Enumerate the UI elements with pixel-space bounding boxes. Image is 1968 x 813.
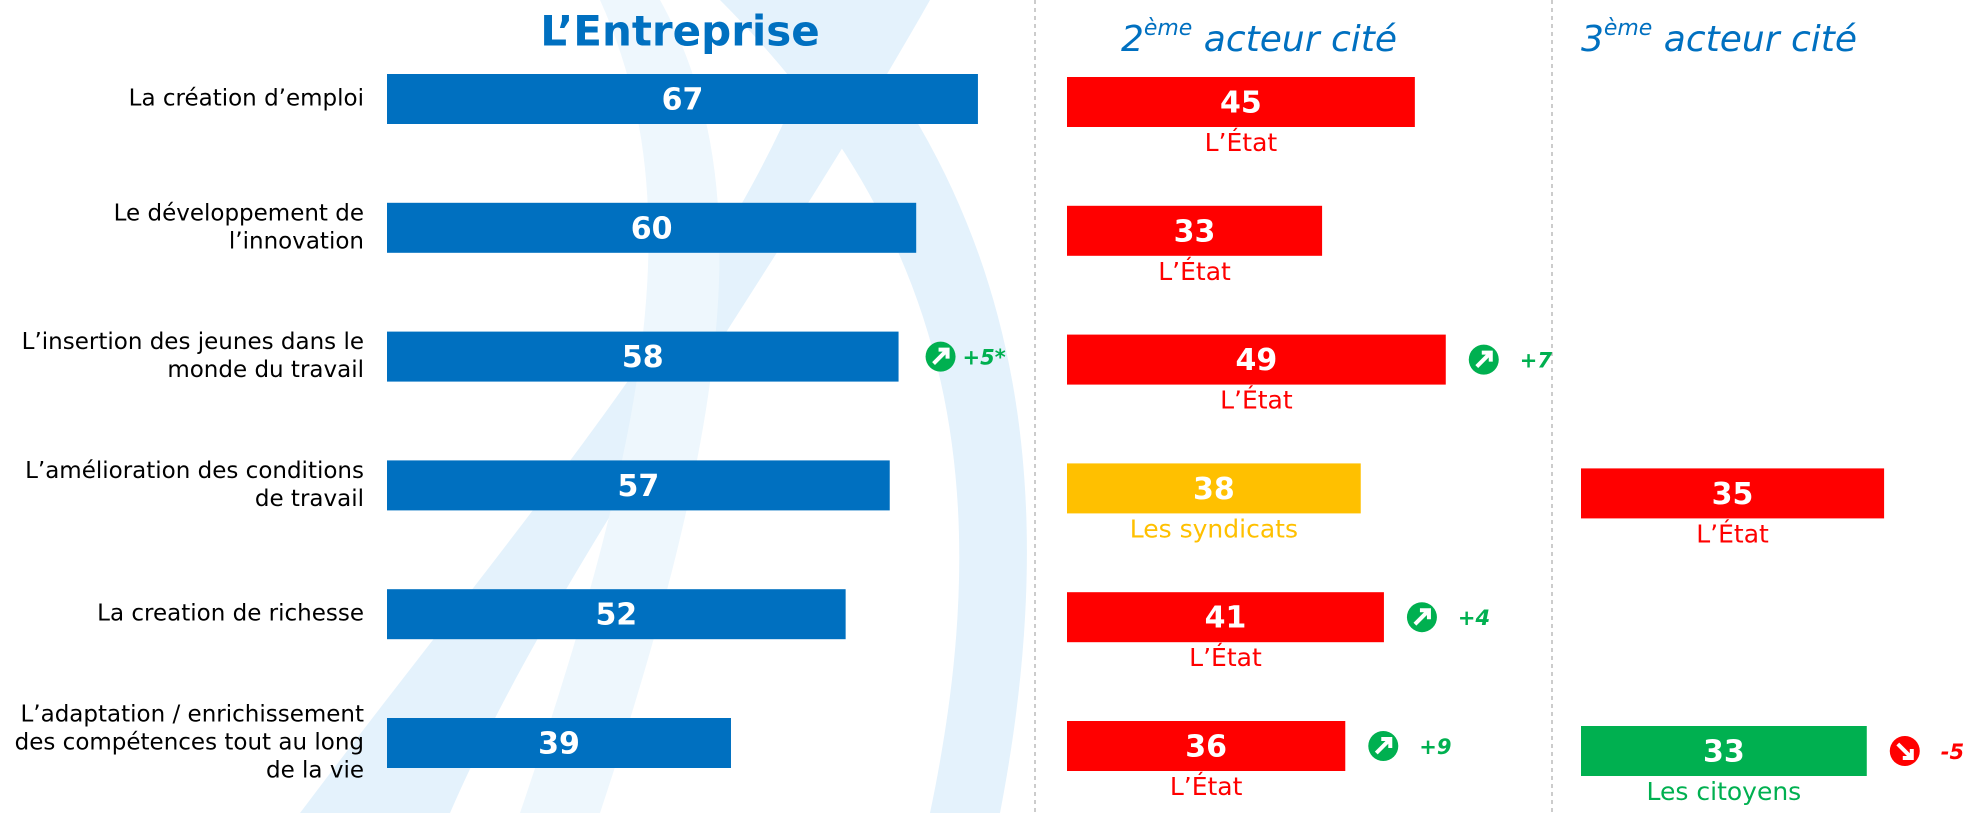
title-number: 3 (1581, 19, 1604, 60)
annotation-box (749, 724, 873, 769)
trend-arrow (1896, 742, 1914, 760)
title-text: acteur cité (1192, 19, 1397, 60)
change-label: +5* (963, 346, 1006, 370)
value-label: 39 (538, 727, 580, 762)
bar (387, 589, 846, 640)
actor-label: Les citoyens (1647, 777, 1802, 806)
value-label: 41 (1205, 601, 1247, 636)
bar (1067, 334, 1446, 385)
annotation-value: 42 (793, 717, 829, 747)
annotation-label: Salariés (763, 747, 858, 775)
change-label: +4 (1458, 606, 1490, 630)
title-number: 2 (1121, 19, 1144, 60)
bar (387, 718, 731, 768)
trend-arrow (932, 347, 950, 366)
actor-label: L’État (1696, 519, 1769, 548)
category-label: L’adaptation / enrichissement (20, 702, 364, 728)
value-label: 38 (1193, 472, 1235, 507)
value-label: 33 (1174, 214, 1216, 249)
bar (1067, 721, 1346, 771)
panel-title: 3ème acteur cité (1581, 16, 1857, 60)
title-suffix: ème (1144, 16, 1193, 41)
value-label: 49 (1236, 343, 1278, 378)
category-label: La creation de richesse (97, 601, 364, 627)
trend-arrow (1413, 608, 1431, 626)
value-label: 67 (662, 83, 704, 118)
actor-label: L’État (1205, 128, 1278, 157)
category-label: de la vie (266, 758, 364, 784)
value-label: 35 (1712, 477, 1754, 512)
change-label: -5 (1941, 740, 1964, 764)
bar (1581, 726, 1867, 776)
actor-label: L’État (1158, 257, 1231, 286)
value-label: 58 (622, 340, 664, 375)
value-label: 36 (1185, 730, 1227, 765)
actor-label: L’État (1220, 386, 1293, 415)
bar (1067, 77, 1415, 127)
bar (1067, 592, 1384, 643)
bar (387, 331, 899, 382)
trend-arrow (1374, 737, 1393, 755)
value-label: 45 (1220, 86, 1262, 121)
panel-title: L’Entreprise (540, 7, 820, 56)
bar (387, 460, 890, 511)
bar (1581, 468, 1885, 519)
category-label: L’amélioration des conditions (25, 458, 364, 484)
title-text: acteur cité (1652, 19, 1857, 60)
value-label: 52 (595, 598, 637, 633)
category-label: des compétences tout au long (15, 730, 364, 756)
category-label: L’insertion des jeunes dans le (22, 329, 364, 355)
bar (387, 202, 917, 253)
category-label: de travail (255, 486, 364, 512)
category-label: Le développement de (114, 200, 364, 226)
change-label: +9 (1419, 735, 1451, 759)
category-label: monde du travail (167, 357, 364, 383)
actor-label: Les syndicats (1130, 514, 1298, 543)
change-label: +7 (1520, 349, 1553, 373)
actor-label: L’État (1189, 643, 1262, 672)
bar (387, 74, 978, 124)
value-label: 33 (1703, 735, 1745, 770)
category-label: l’innovation (229, 228, 364, 254)
actor-label: L’État (1170, 772, 1243, 801)
bar (1067, 463, 1361, 514)
category-label: La création d’emploi (129, 86, 364, 112)
panel-title: 2ème acteur cité (1121, 16, 1397, 60)
title-suffix: ème (1604, 16, 1653, 41)
value-label: 60 (631, 211, 673, 246)
trend-arrow (1475, 350, 1493, 369)
value-label: 57 (617, 469, 659, 504)
bar (1067, 205, 1323, 256)
